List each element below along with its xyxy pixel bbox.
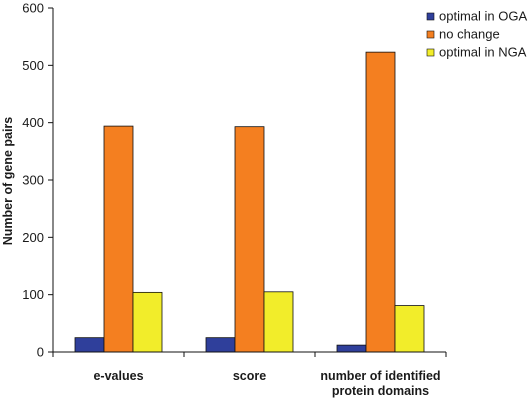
legend-swatch [426,12,435,21]
legend-label: no change [439,27,500,42]
y-tick-label: 400 [22,115,44,130]
y-axis-title: Number of gene pairs [1,117,15,246]
bars-group [74,51,425,353]
y-tick-label: 600 [22,1,44,16]
legend-swatch [426,30,435,39]
category-label: score [233,369,266,383]
category-labels-group: e-values score number of identified protein… [93,369,440,398]
bar-no-change-1 [234,126,265,353]
legend-swatch [426,48,435,57]
y-tick-label: 300 [22,173,44,188]
bar-optimal-in-oga-2 [336,344,367,353]
bar-optimal-in-nga-1 [263,291,294,353]
legend: optimal in OGA no change optimal in NGA [426,9,527,60]
bar-optimal-in-oga-1 [205,337,236,353]
category-label: number of identified protein domains [320,369,440,398]
y-tick-label: 200 [22,230,44,245]
category-label: e-values [93,369,143,383]
bar-optimal-in-nga-0 [132,291,163,353]
bar-optimal-in-nga-2 [394,305,425,353]
y-tick-label: 0 [37,345,44,360]
legend-label: optimal in NGA [439,45,527,60]
ticks-group: 0 100 200 300 400 500 600 [22,1,447,360]
legend-label: optimal in OGA [439,9,527,24]
bar-no-change-2 [365,51,396,353]
bar-no-change-0 [103,125,134,353]
bar-optimal-in-oga-0 [74,337,105,353]
y-tick-label: 500 [22,58,44,73]
y-tick-label: 100 [22,287,44,302]
